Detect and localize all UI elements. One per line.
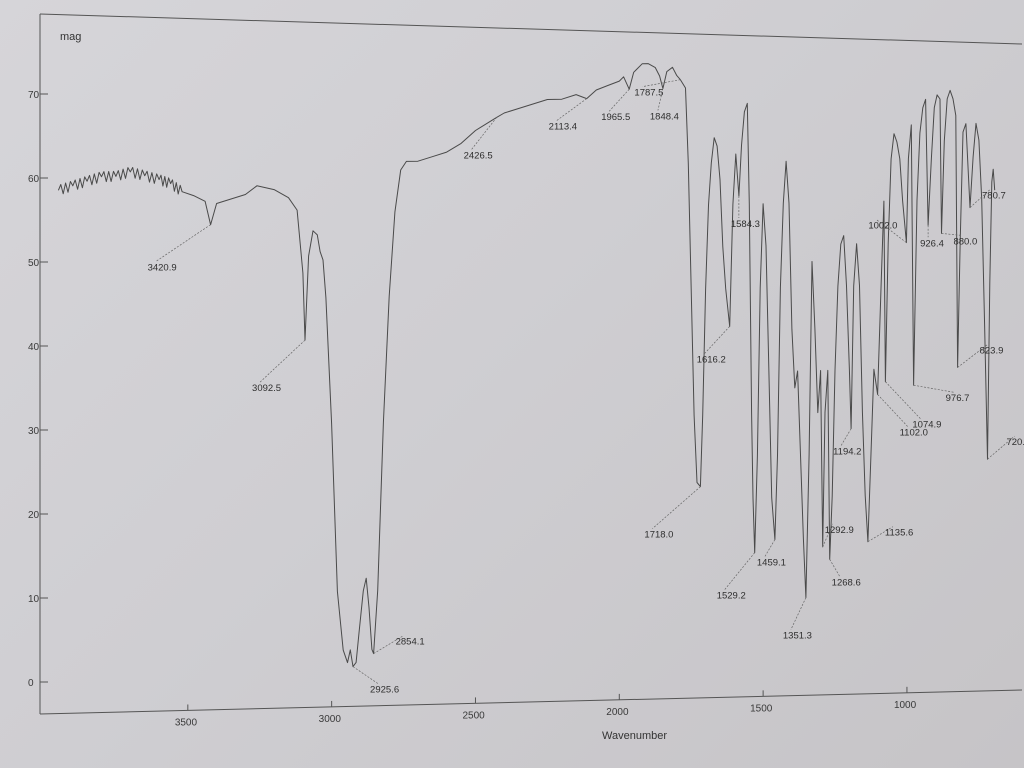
peak-leader-line bbox=[885, 381, 921, 419]
peak-label: 1292.9 bbox=[825, 525, 854, 536]
x-tick-label: 3500 bbox=[175, 717, 198, 728]
peak-label: 1074.9 bbox=[912, 420, 941, 431]
peak-leader-line bbox=[259, 339, 306, 383]
peak-label: 1616.2 bbox=[697, 354, 726, 365]
spectrum-series bbox=[57, 63, 996, 668]
peak-label: 1965.5 bbox=[601, 112, 630, 123]
peak-label: 1194.2 bbox=[833, 447, 861, 458]
peak-leader-line bbox=[840, 428, 852, 446]
y-tick-label: 10 bbox=[28, 594, 40, 605]
peak-leader-line bbox=[764, 539, 776, 557]
peak-label: 1102.0 bbox=[900, 427, 928, 438]
peak-label: 2426.5 bbox=[464, 150, 493, 161]
peak-leader-line bbox=[704, 326, 730, 354]
y-axis-ticks: 0 10 20 30 40 50 60 70 bbox=[28, 90, 48, 689]
peak-leader-line bbox=[652, 486, 701, 529]
x-axis-title: Wavenumber bbox=[602, 730, 667, 742]
chart-frame bbox=[39, 13, 1023, 715]
peak-leader-line bbox=[913, 384, 954, 393]
peak-leader-line bbox=[822, 523, 834, 548]
peak-label: 1529.2 bbox=[717, 591, 746, 602]
peak-label: 1268.6 bbox=[832, 577, 861, 588]
peak-label: 1584.3 bbox=[731, 219, 760, 230]
frame-top-line bbox=[39, 13, 1023, 45]
peak-label: 926.4 bbox=[920, 238, 944, 249]
peak-leader-line bbox=[877, 394, 908, 427]
peak-leader-line bbox=[724, 552, 755, 590]
peak-leader-line bbox=[957, 344, 988, 368]
peak-leader-line bbox=[987, 435, 1015, 460]
x-tick-label: 1000 bbox=[894, 700, 917, 711]
y-tick-label: 30 bbox=[28, 426, 40, 437]
peak-leader-line bbox=[352, 666, 379, 684]
peak-label: 1351.3 bbox=[783, 631, 812, 642]
peak-label: 1459.1 bbox=[757, 558, 786, 569]
peak-label: 1718.0 bbox=[644, 530, 673, 541]
spectrum-line bbox=[57, 63, 996, 668]
peak-leader-line bbox=[657, 88, 664, 111]
x-tick-label: 2500 bbox=[462, 710, 485, 721]
x-tick-label: 3000 bbox=[319, 714, 342, 725]
peak-leader-line bbox=[608, 89, 630, 112]
peak-leader-line bbox=[829, 559, 840, 577]
y-tick-label: 40 bbox=[28, 342, 40, 353]
peak-label: 2113.4 bbox=[549, 122, 577, 133]
peak-label: 976.7 bbox=[946, 393, 970, 404]
peak-leader-line bbox=[876, 219, 907, 243]
peak-leader-line bbox=[941, 233, 962, 236]
peak-label: 3420.9 bbox=[148, 263, 177, 274]
peak-leader-line bbox=[642, 79, 681, 88]
y-tick-label: 50 bbox=[28, 258, 40, 269]
peak-label: 2854.1 bbox=[396, 637, 425, 648]
x-tick-label: 1500 bbox=[750, 703, 773, 714]
peak-leader-line bbox=[867, 526, 894, 542]
peak-leader-line bbox=[373, 635, 404, 654]
peak-label: 1002.0 bbox=[868, 221, 897, 232]
peak-label: 2925.6 bbox=[370, 685, 399, 696]
peak-leader-line bbox=[155, 224, 211, 262]
y-tick-label: 70 bbox=[28, 90, 40, 101]
y-axis-title: mag bbox=[60, 31, 81, 43]
y-tick-label: 0 bbox=[28, 678, 34, 689]
peak-label: 780.7 bbox=[982, 191, 1006, 202]
y-tick-label: 20 bbox=[28, 510, 40, 521]
peak-label: 880.0 bbox=[953, 236, 977, 247]
peak-label: 823.9 bbox=[980, 345, 1004, 356]
peak-leader-line bbox=[969, 189, 991, 208]
peak-annotations: 3420.9 3092.5 2925.6 2854.1 2426.5 2113.4 1965… bbox=[148, 79, 1024, 696]
x-axis-ticks: 3500 3000 2500 2000 1500 1000 bbox=[175, 686, 917, 728]
peak-leader-line bbox=[556, 98, 587, 121]
peak-label: 3092.5 bbox=[252, 383, 281, 394]
frame-bottom-line bbox=[39, 689, 1023, 715]
peak-label: 1787.5 bbox=[634, 88, 663, 99]
peak-label: 720.0 bbox=[1006, 437, 1024, 448]
peak-leader-line bbox=[471, 117, 497, 150]
x-tick-label: 2000 bbox=[606, 707, 629, 718]
peak-label: 1848.4 bbox=[650, 111, 679, 122]
peak-leader-line bbox=[790, 597, 807, 630]
y-tick-label: 60 bbox=[28, 174, 40, 185]
peak-label: 1135.6 bbox=[885, 528, 913, 539]
